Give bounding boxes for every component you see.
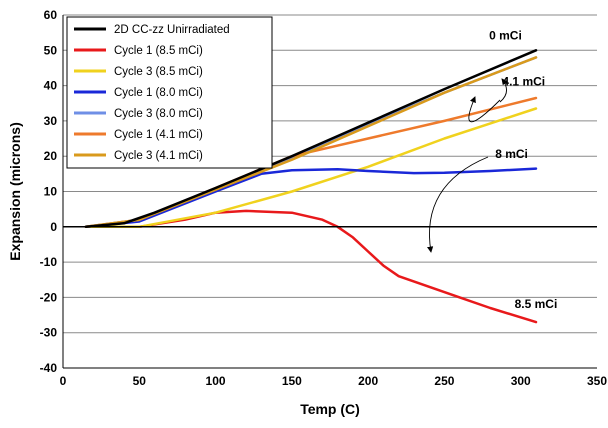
y-tick-label: -30	[40, 326, 58, 340]
legend: 2D CC-zz Unirradiated Cycle 1 (8.5 mCi) Cy…	[66, 16, 273, 169]
x-tick-label: 0	[60, 374, 67, 388]
y-tick-label: 60	[44, 8, 58, 22]
y-tick-label: 20	[44, 149, 58, 163]
x-tick-label: 300	[511, 374, 531, 388]
y-tick-label: -20	[40, 290, 58, 304]
x-tick-label: 150	[282, 374, 302, 388]
y-tick-label: 30	[44, 114, 58, 128]
x-tick-label: 100	[206, 374, 226, 388]
annotation-arrow	[499, 78, 508, 103]
series-annotation: 8 mCi	[495, 147, 528, 161]
legend-entry: Cycle 3 (8.5 mCi)	[114, 66, 203, 78]
axes	[62, 15, 597, 369]
legend-entry: Cycle 1 (8.5 mCi)	[114, 45, 203, 57]
series-line	[84, 167, 538, 229]
series-line	[84, 56, 538, 229]
legend-entry: 2D CC-zz Unirradiated	[114, 24, 230, 36]
y-tick-label: 0	[50, 220, 57, 234]
y-tick-label: -10	[40, 255, 58, 269]
legend-entry: Cycle 3 (4.1 mCi)	[114, 150, 203, 162]
annotation-arrow	[468, 96, 501, 123]
y-tick-label: 40	[44, 79, 58, 93]
annotation-arrow	[427, 156, 489, 253]
x-tick-label: 250	[434, 374, 454, 388]
series-annotation: 4.1 mCi	[502, 75, 545, 89]
x-tick-label: 50	[133, 374, 147, 388]
legend-entry: Cycle 3 (8.0 mCi)	[114, 108, 203, 120]
x-tick-label: 200	[358, 374, 378, 388]
tick-labels: -40 -30 -20 -10 0 10 20 30 40 50 60 0 50 100 150 200 250…	[40, 8, 608, 388]
series-annotation: 0 mCi	[489, 29, 522, 43]
series-line	[84, 49, 538, 229]
y-tick-label: 10	[44, 185, 58, 199]
legend-entry: Cycle 1 (8.0 mCi)	[114, 87, 203, 99]
x-tick-label: 350	[587, 374, 607, 388]
y-axis-label: Expansion (microns)	[7, 122, 23, 260]
annotations: 0 mCi 4.1 mCi 8 mCi 8.5 mCi	[427, 29, 558, 311]
x-axis-label: Temp (C)	[300, 401, 360, 417]
y-tick-label: 50	[44, 43, 58, 57]
series-annotation: 8.5 mCi	[515, 297, 558, 311]
series-line	[84, 209, 538, 324]
y-tick-label: -40	[40, 361, 58, 375]
legend-entry: Cycle 1 (4.1 mCi)	[114, 129, 203, 141]
